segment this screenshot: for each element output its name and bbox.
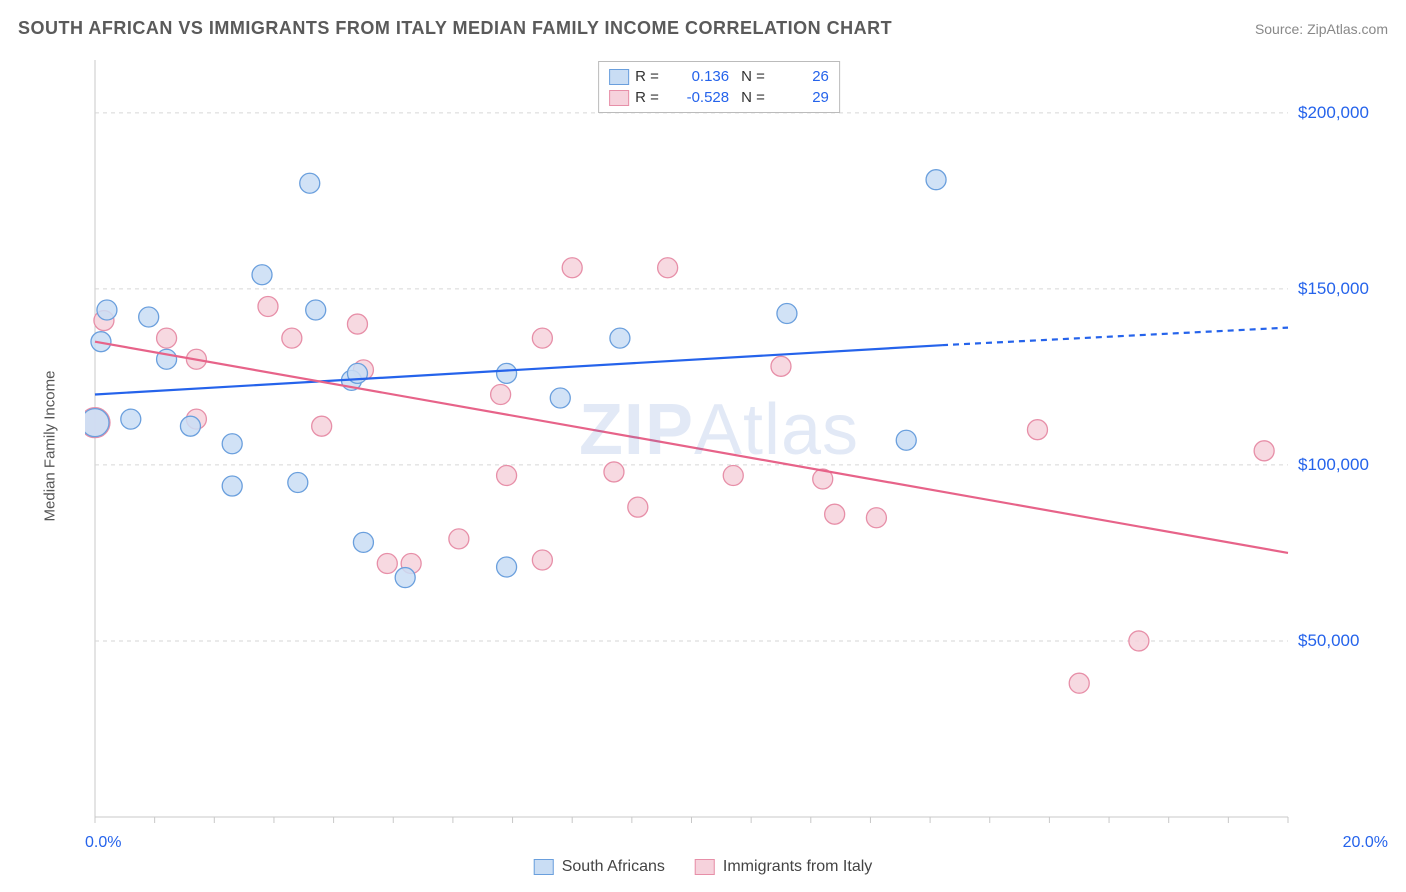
legend-entry-series-a: South Africans: [534, 858, 665, 876]
x-axis-labels: 0.0% 20.0%: [85, 834, 1388, 852]
legend-row-series-b: R = -0.528 N = 29: [609, 87, 829, 108]
r-value-a: 0.136: [671, 68, 729, 85]
svg-text:$50,000: $50,000: [1298, 631, 1359, 650]
series-legend: South Africans Immigrants from Italy: [534, 858, 873, 876]
legend-label-b: Immigrants from Italy: [723, 858, 872, 876]
legend-row-series-a: R = 0.136 N = 26: [609, 66, 829, 87]
source-attribution: Source: ZipAtlas.com: [1255, 21, 1388, 37]
scatter-plot-svg: $50,000 $100,000 $150,000 $200,000: [85, 55, 1388, 837]
x-min-label: 0.0%: [85, 834, 121, 852]
correlation-legend: R = 0.136 N = 26 R = -0.528 N = 29: [598, 61, 840, 113]
svg-text:$150,000: $150,000: [1298, 279, 1369, 298]
chart-header: SOUTH AFRICAN VS IMMIGRANTS FROM ITALY M…: [18, 18, 1388, 39]
r-value-b: -0.528: [671, 89, 729, 106]
n-label-b: N =: [741, 89, 765, 106]
source-label: Source:: [1255, 21, 1307, 37]
legend-swatch-series-a: [609, 69, 629, 85]
legend-label-a: South Africans: [562, 858, 665, 876]
y-axis-label: Median Family Income: [42, 371, 59, 522]
svg-text:$100,000: $100,000: [1298, 455, 1369, 474]
chart-area: Median Family Income $50,000$100,000$150…: [50, 55, 1388, 837]
legend-swatch-series-b: [609, 90, 629, 106]
legend-entry-series-b: Immigrants from Italy: [695, 858, 872, 876]
n-value-b: 29: [771, 89, 829, 106]
n-value-a: 26: [771, 68, 829, 85]
chart-title: SOUTH AFRICAN VS IMMIGRANTS FROM ITALY M…: [18, 18, 892, 39]
legend-swatch-bottom-b: [695, 859, 715, 875]
r-label-b: R =: [635, 89, 665, 106]
r-label-a: R =: [635, 68, 665, 85]
source-site: ZipAtlas.com: [1307, 21, 1388, 37]
n-label-a: N =: [741, 68, 765, 85]
svg-text:$200,000: $200,000: [1298, 103, 1369, 122]
legend-swatch-bottom-a: [534, 859, 554, 875]
x-max-label: 20.0%: [1343, 834, 1388, 852]
